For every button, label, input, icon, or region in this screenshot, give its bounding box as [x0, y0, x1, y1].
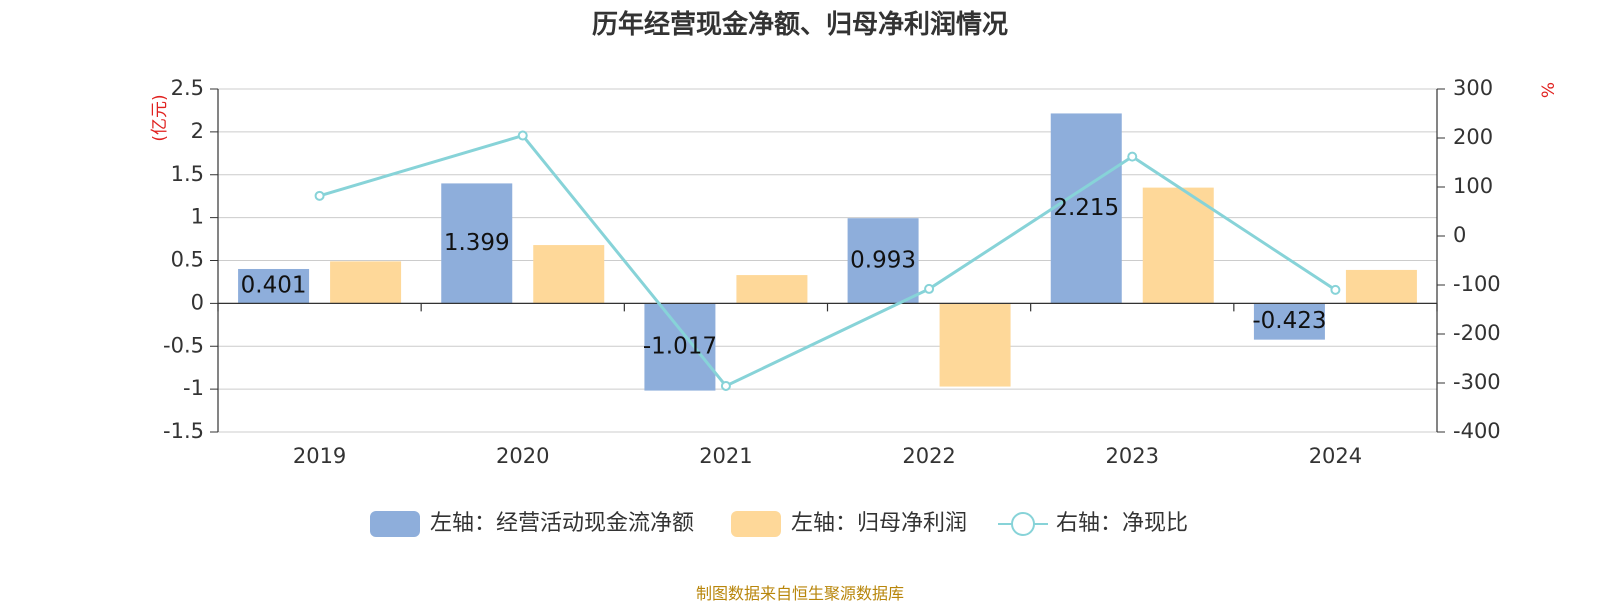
right-tick-label: -100 [1453, 272, 1501, 296]
source-note: 制图数据来自恒生聚源数据库 [695, 584, 904, 603]
legend-label: 右轴：净现比 [1056, 511, 1188, 536]
left-tick-label: -0.5 [163, 333, 204, 357]
left-tick-label: -1 [183, 376, 204, 400]
bar-value-label: 2.215 [1053, 195, 1119, 221]
bar-value-label: 0.993 [850, 247, 916, 273]
net-cash-ratio-line [314, 130, 1341, 391]
line-point [314, 190, 325, 201]
x-tick-label: 2021 [699, 444, 752, 468]
line-point [924, 283, 935, 294]
bar-value-label: 1.399 [444, 230, 510, 256]
left-tick-label: 2.5 [171, 76, 204, 100]
left-tick-label: 1 [191, 205, 204, 229]
net-profit-bar [1142, 187, 1214, 304]
right-tick-label: 0 [1453, 223, 1466, 247]
axes: 2.5 2 1.5 1 0.5 0 -0.5 -1 -1.5 300 200 100 0 -100 -200… [163, 76, 1501, 468]
legend: 左轴：经营活动现金流净额 左轴：归母净利润 右轴：净现比 [370, 511, 1188, 537]
cash-flow-bar [847, 218, 919, 304]
cash-flow-bar [644, 303, 716, 391]
cash-flow-bar [238, 268, 310, 304]
right-axis-unit: % [1539, 82, 1559, 98]
net-profit-bar [736, 275, 808, 304]
legend-line-marker [1011, 512, 1035, 536]
right-tick-label: 100 [1453, 174, 1493, 198]
line-path [319, 133, 1337, 388]
net-profit-bar [1345, 269, 1417, 304]
bars [238, 113, 1417, 391]
cash-flow-bar [1253, 303, 1325, 340]
left-axis-unit: (亿元) [150, 94, 170, 141]
cash-flow-bar [441, 183, 513, 304]
cash-flow-bar [1050, 113, 1122, 304]
net-profit-bar [533, 245, 605, 304]
bar-value-label: -1.017 [643, 333, 717, 359]
net-profit-bar [330, 261, 402, 304]
data-labels: 0.401 1.399 -1.017 0.993 2.215 -0.423 [241, 195, 1327, 360]
bar-value-label: -0.423 [1252, 308, 1326, 334]
line-point [1330, 284, 1341, 295]
x-tick-label: 2023 [1106, 444, 1159, 468]
net-profit-bar [939, 303, 1011, 387]
chart-title: 历年经营现金净额、归母净利润情况 [591, 10, 1008, 40]
bar-value-label: 0.401 [241, 273, 307, 299]
legend-label: 左轴：归母净利润 [791, 511, 967, 536]
x-tick-label: 2022 [902, 444, 955, 468]
legend-label: 左轴：经营活动现金流净额 [430, 511, 694, 536]
left-tick-label: 2 [191, 119, 204, 143]
line-point [1127, 151, 1138, 162]
legend-swatch [731, 511, 781, 537]
grid-lines [218, 88, 1437, 433]
x-tick-label: 2020 [496, 444, 549, 468]
left-tick-label: 1.5 [171, 162, 204, 186]
left-tick-label: -1.5 [163, 419, 204, 443]
right-tick-label: -200 [1453, 321, 1501, 345]
right-tick-label: 200 [1453, 125, 1493, 149]
right-tick-label: -300 [1453, 370, 1501, 394]
right-tick-label: -400 [1453, 419, 1501, 443]
left-tick-label: 0 [191, 290, 204, 314]
right-tick-label: 300 [1453, 76, 1493, 100]
legend-swatch [370, 511, 420, 537]
x-tick-label: 2024 [1309, 444, 1362, 468]
line-point [720, 380, 731, 391]
line-point [517, 130, 528, 141]
left-tick-label: 0.5 [171, 248, 204, 272]
x-tick-label: 2019 [293, 444, 346, 468]
